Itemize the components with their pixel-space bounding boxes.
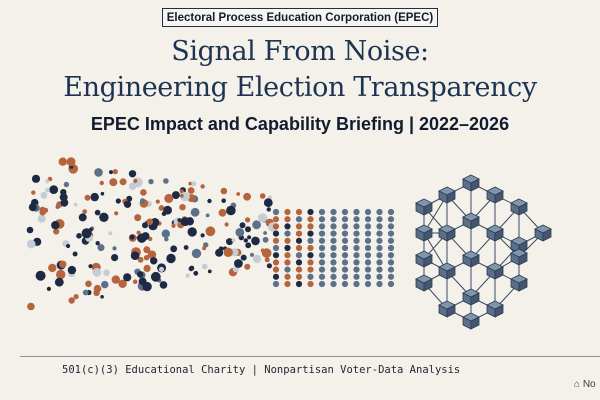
corner-text: No — [582, 379, 596, 390]
title-line-2: Engineering Election Transparency — [63, 72, 537, 103]
footer-divider — [20, 356, 600, 357]
scatter-dots — [26, 157, 278, 311]
title-line-1: Signal From Noise: — [171, 36, 429, 67]
cube-network — [415, 174, 552, 330]
corner-badge: ⌂ No — [574, 379, 596, 390]
corner-mark-icon: ⌂ — [574, 379, 581, 390]
noise-to-signal-network-icon — [26, 157, 552, 330]
organization-name: Electoral Process Education Corporation … — [162, 8, 438, 27]
signal-grid — [272, 208, 395, 288]
subtitle: EPEC Impact and Capability Briefing | 20… — [90, 114, 510, 134]
footer-text: 501(c)(3) Educational Charity | Nonparti… — [62, 364, 461, 376]
